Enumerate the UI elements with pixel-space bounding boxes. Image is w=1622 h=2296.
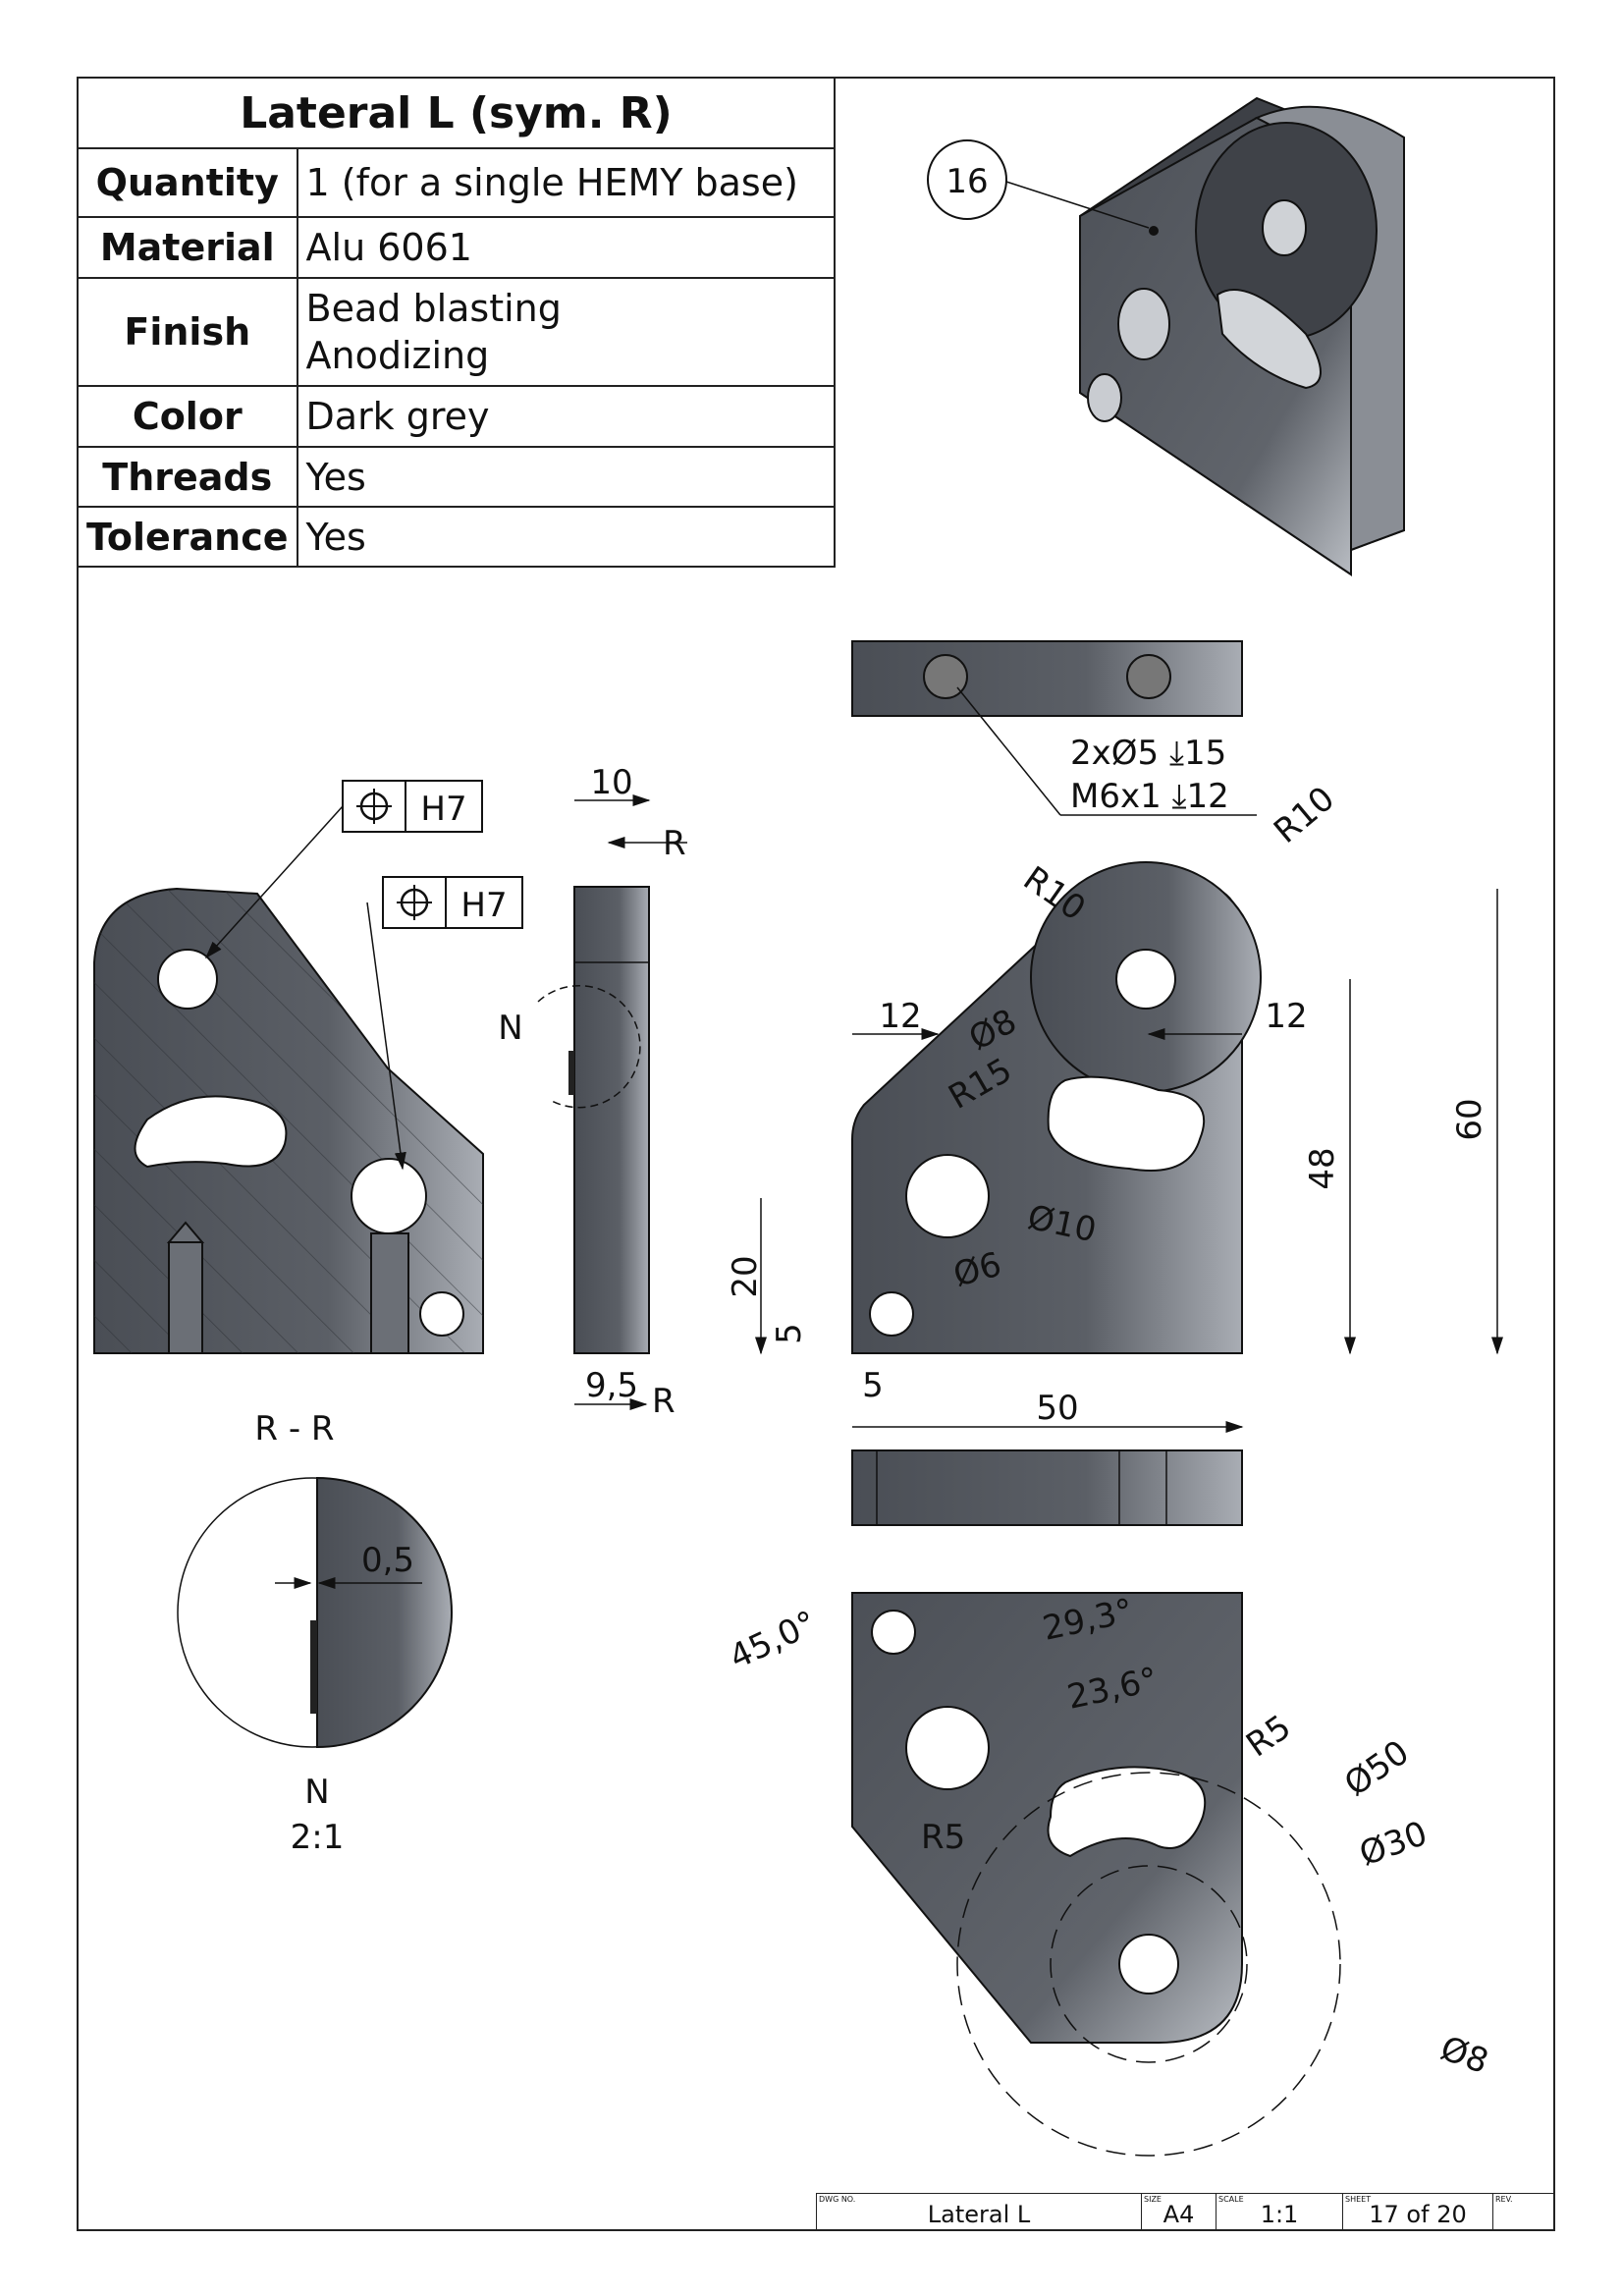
fcf-2: H7 — [382, 876, 523, 929]
detail-dimension: 0,5 — [361, 1541, 414, 1580]
dim-r5-left: R5 — [921, 1818, 965, 1857]
spec-key-quantity: Quantity — [77, 147, 298, 218]
detail-name: N — [304, 1773, 329, 1812]
top-view: 2xØ5 ⤓15 M6x1 ⤓12 — [851, 640, 1257, 816]
spec-key-tolerance: Tolerance — [77, 506, 298, 568]
part-title: Lateral L (sym. R) — [77, 77, 836, 149]
spec-key-color: Color — [77, 385, 298, 448]
dim-angle-45: 45,0° — [724, 1604, 823, 1677]
title-block-size: SIZE A4 — [1141, 2193, 1216, 2231]
spec-value-tolerance: Yes — [296, 506, 837, 568]
dim-60: 60 — [1450, 1098, 1489, 1140]
detail-label-n: N — [498, 1009, 522, 1048]
detail-scale: 2:1 — [291, 1818, 345, 1857]
detail-view-n: 0,5 N 2:1 — [177, 1476, 453, 1857]
dim-side-width: 10 — [590, 763, 632, 802]
spec-key-material: Material — [77, 216, 298, 279]
title-block-scale: SCALE 1:1 — [1216, 2193, 1343, 2231]
fcf-2-tolerance: H7 — [460, 886, 507, 925]
section-mark-top: R — [663, 824, 686, 863]
bottom-view — [851, 1449, 1243, 1526]
dim-r10-right: R10 — [1267, 779, 1342, 851]
dim-12-left: 12 — [879, 997, 921, 1036]
section-mark-bottom: R — [652, 1382, 676, 1421]
callout-thread: M6x1 ⤓12 — [1070, 777, 1229, 816]
spec-value-threads: Yes — [296, 446, 837, 508]
spec-value-quantity: 1 (for a single HEMY base) — [296, 147, 837, 218]
dim-12-right: 12 — [1265, 997, 1307, 1036]
callout-holes: 2xØ5 ⤓15 — [1070, 734, 1226, 773]
balloon-number: 16 — [946, 162, 988, 201]
spec-key-finish: Finish — [77, 277, 298, 387]
balloon-circle — [927, 139, 1007, 220]
section-label: R - R — [254, 1409, 334, 1449]
dim-48: 48 — [1303, 1147, 1342, 1189]
spec-table: Lateral L (sym. R) Quantity 1 (for a sing… — [77, 77, 837, 568]
title-block-rev: REV. — [1492, 2193, 1555, 2231]
dim-5-horizontal: 5 — [862, 1366, 884, 1405]
fcf-1-tolerance: H7 — [420, 790, 466, 829]
title-block-sheet: SHEET 17 of 20 — [1342, 2193, 1493, 2231]
section-view-rr: H7 H7 R - R — [93, 780, 523, 1449]
spec-value-color: Dark grey — [296, 385, 837, 448]
dim-20: 20 — [726, 1255, 765, 1297]
spec-value-material: Alu 6061 — [296, 216, 837, 279]
dim-side-bottom: 9,5 — [585, 1366, 638, 1405]
dim-d8-bottom: Ø8 — [1435, 2029, 1493, 2082]
isometric-view: 16 — [927, 96, 1405, 576]
dim-d30: Ø30 — [1354, 1814, 1432, 1875]
front-view: R10 R10 12 12 Ø8 R15 60 48 Ø10 Ø6 20 5 5… — [726, 779, 1503, 1433]
title-block: DWG NO. Lateral L SIZE A4 SCALE 1:1 SHEET 17… — [816, 2193, 1555, 2231]
side-view: N 10 R 9,5 R — [498, 763, 687, 1421]
dim-50: 50 — [1036, 1389, 1078, 1428]
spec-value-finish: Bead blasting Anodizing — [296, 277, 837, 387]
dim-r5-right: R5 — [1239, 1708, 1298, 1766]
dim-d50: Ø50 — [1337, 1732, 1416, 1804]
title-block-dwg: DWG NO. Lateral L — [816, 2193, 1142, 2231]
fcf-1: H7 — [342, 780, 483, 833]
dim-5-vertical: 5 — [770, 1323, 809, 1344]
rear-view: 45,0° 29,3° 23,6° R5 R5 Ø50 Ø30 Ø8 — [724, 1591, 1493, 2157]
spec-key-threads: Threads — [77, 446, 298, 508]
